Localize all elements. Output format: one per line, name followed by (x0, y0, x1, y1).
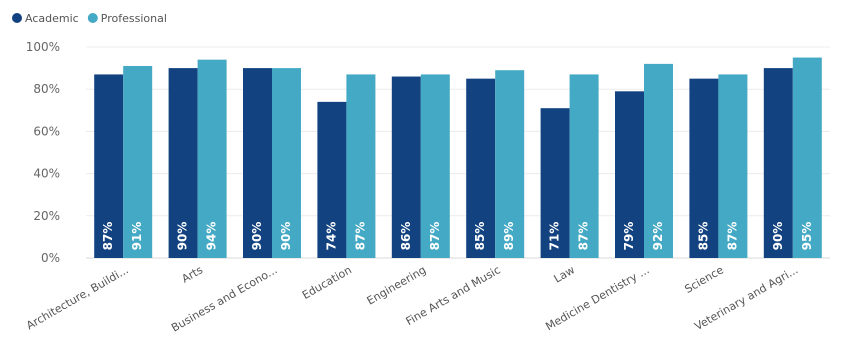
y-tick-label: 0% (41, 251, 60, 265)
x-category-label: Science (682, 263, 726, 296)
bar-academic (615, 91, 644, 258)
bar-professional (718, 74, 748, 259)
data-label: 79% (622, 222, 636, 251)
bar-academic (689, 78, 719, 259)
data-label: 86% (399, 222, 413, 251)
bar-academic (243, 68, 272, 258)
bar-academic (391, 76, 421, 258)
bar-academic (168, 68, 198, 258)
x-category-label: Architecture, Buildi... (24, 263, 131, 332)
x-category-label: Arts (179, 263, 205, 285)
data-label: 87% (101, 222, 115, 251)
bars: 87% 91% 90% 94% 90% 90% 74% 87% 86% 87% 85% 89% 71% 8… (94, 57, 822, 259)
data-label: 85% (696, 222, 710, 251)
data-label: 90% (279, 222, 293, 251)
data-label: 87% (577, 222, 591, 251)
bar-academic (540, 108, 570, 258)
data-label: 90% (250, 222, 264, 251)
legend-marker-academic (12, 13, 22, 23)
data-label: 85% (473, 222, 487, 251)
data-label: 92% (651, 222, 665, 251)
x-category-label: Engineering (365, 263, 429, 307)
y-tick-label: 20% (33, 209, 60, 223)
y-tick-label: 60% (33, 124, 60, 138)
bar-professional (272, 68, 301, 258)
data-label: 94% (205, 222, 219, 251)
bar-academic (94, 74, 124, 259)
bar-academic (317, 101, 347, 258)
bar-professional (792, 57, 822, 258)
data-label: 95% (800, 222, 814, 251)
x-category-label: Law (552, 263, 577, 285)
legend-marker-professional (87, 13, 98, 23)
data-label: 71% (548, 222, 562, 251)
data-label: 90% (176, 222, 190, 251)
bar-professional (495, 70, 525, 259)
x-category-label: Education (300, 263, 354, 302)
data-label: 74% (324, 222, 338, 251)
y-tick-label: 100% (26, 40, 60, 54)
data-label: 87% (428, 222, 442, 251)
bar-professional (644, 63, 673, 258)
bar-professional (123, 65, 153, 259)
legend-label-academic: Academic (25, 12, 79, 25)
bar-professional (569, 74, 599, 259)
data-label: 90% (771, 222, 785, 251)
legend-label-professional: Professional (101, 12, 167, 25)
bar-professional (420, 74, 450, 259)
bar-academic (466, 78, 496, 259)
bar-professional (346, 74, 376, 259)
y-tick-label: 80% (33, 82, 60, 96)
y-tick-label: 40% (33, 167, 60, 181)
legend: Academic Professional (12, 12, 167, 25)
bar-professional (197, 59, 227, 258)
data-label: 91% (130, 222, 144, 251)
data-label: 89% (502, 222, 516, 251)
data-label: 87% (353, 222, 367, 251)
y-axis: 0% 20% 40% 60% 80% 100% (26, 40, 60, 265)
data-label: 87% (725, 222, 739, 251)
bar-academic (763, 68, 793, 258)
